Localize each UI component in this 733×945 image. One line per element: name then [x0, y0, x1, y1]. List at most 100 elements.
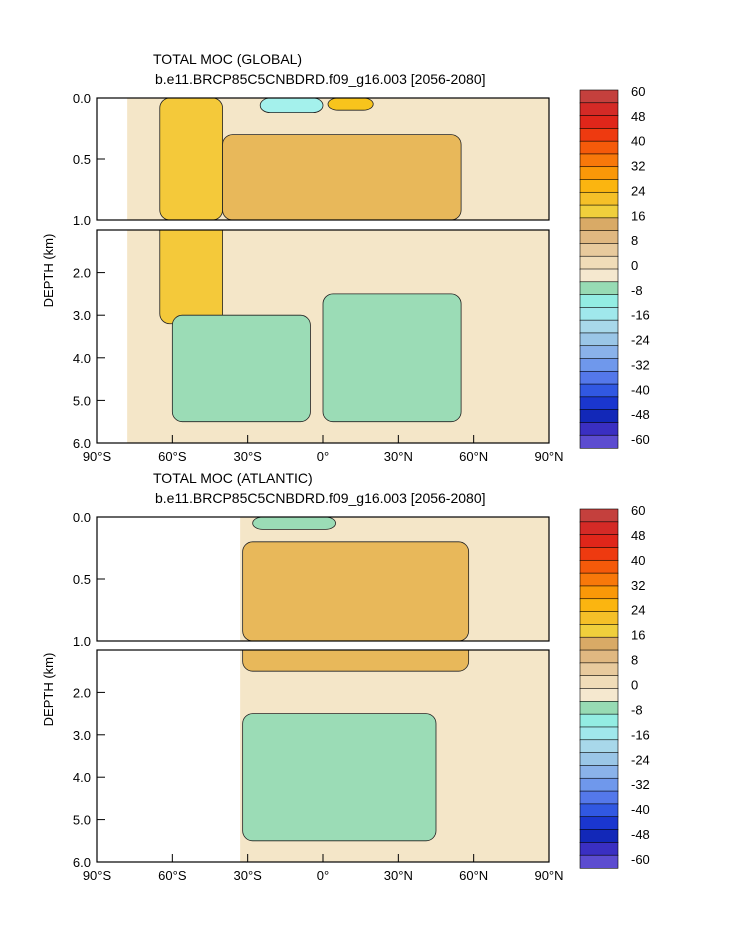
colorbar-swatch: [579, 739, 619, 754]
colorbar-swatch: [579, 409, 619, 424]
colorbar: 60 48 40 32 24 16 8 0 -8 -16 -24 -32 -40 -48 -60: [579, 84, 650, 449]
colorbar-label: 16: [631, 208, 645, 223]
colorbar-label: 16: [631, 628, 645, 643]
colorbar-swatch: [579, 842, 619, 856]
colorbar-swatch: [579, 816, 619, 831]
region-southern-cell: [159, 230, 223, 325]
colorbar-swatch: [579, 777, 619, 792]
colorbar-label: 60: [631, 84, 645, 99]
colorbar: 60 48 40 32 24 16 8 0 -8 -16 -24 -32 -40 -48 -60: [579, 503, 650, 869]
colorbar-swatch: [579, 166, 619, 181]
colorbar-swatch: [579, 422, 619, 436]
colorbar-swatch: [579, 383, 619, 398]
colorbar-swatch: [579, 268, 619, 283]
y-tick-label: 6.0: [73, 436, 91, 451]
panel-subtitle: b.e11.BRCP85C5CNBDRD.f09_g16.003 [2056-2…: [155, 71, 486, 87]
colorbar-swatch: [579, 611, 619, 625]
y-tick-label: 2.0: [73, 685, 91, 700]
colorbar-swatch: [579, 713, 619, 728]
panel-title: TOTAL MOC (GLOBAL): [153, 51, 302, 67]
colorbar-swatch: [579, 649, 619, 664]
colorbar-swatch: [579, 102, 619, 117]
colorbar-label: -24: [631, 752, 650, 767]
colorbar-swatch: [579, 675, 619, 690]
y-tick-label: 5.0: [73, 393, 91, 408]
colorbar-swatch: [579, 521, 619, 536]
colorbar-label: 0: [631, 678, 638, 693]
colorbar-swatch: [579, 204, 619, 219]
x-tick-label: 30°S: [233, 868, 262, 883]
moc-panel-0: TOTAL MOC (GLOBAL) b.e11.BRCP85C5CNBDRD.f…: [41, 51, 650, 464]
colorbar-label: 32: [631, 159, 645, 174]
colorbar-label: -24: [631, 333, 650, 348]
colorbar-swatch: [579, 217, 619, 232]
colorbar-swatch: [579, 662, 619, 677]
colorbar-swatch: [579, 854, 619, 869]
y-tick-label: 0.0: [73, 91, 91, 106]
upper-field: [240, 517, 549, 641]
colorbar-swatch: [579, 89, 619, 104]
colorbar-label: 24: [631, 183, 645, 198]
y-tick-label: 3.0: [73, 728, 91, 743]
y-tick-label: 1.0: [73, 213, 91, 228]
colorbar-label: 60: [631, 503, 645, 518]
y-tick-label: 0.0: [73, 510, 91, 525]
colorbar-swatch: [579, 585, 619, 600]
colorbar-label: -8: [631, 702, 643, 717]
panel-title: TOTAL MOC (ATLANTIC): [153, 470, 313, 486]
colorbar-swatch: [579, 115, 619, 129]
colorbar-swatch: [579, 255, 619, 270]
colorbar-label: -16: [631, 308, 650, 323]
region-surface-positive: [327, 98, 374, 111]
y-axis-label: DEPTH (km): [41, 234, 56, 308]
colorbar-swatch: [579, 598, 619, 613]
colorbar-swatch: [579, 128, 619, 142]
x-tick-label: 60°N: [459, 449, 488, 464]
x-tick-label: 30°N: [384, 449, 413, 464]
colorbar-swatch: [579, 726, 619, 741]
colorbar-swatch: [579, 688, 619, 702]
colorbar-swatch: [579, 332, 619, 347]
colorbar-swatch: [579, 534, 619, 549]
colorbar-label: 24: [631, 603, 645, 618]
colorbar-swatch: [579, 434, 619, 449]
colorbar-label: -48: [631, 827, 650, 842]
y-tick-label: 6.0: [73, 855, 91, 870]
colorbar-swatch: [579, 790, 619, 805]
colorbar-swatch: [579, 281, 619, 296]
colorbar-label: 8: [631, 233, 638, 248]
colorbar-swatch: [579, 230, 619, 245]
y-tick-label: 3.0: [73, 308, 91, 323]
region-surface-negative: [259, 98, 324, 114]
colorbar-swatch: [579, 370, 619, 385]
panel-subtitle: b.e11.BRCP85C5CNBDRD.f09_g16.003 [2056-2…: [155, 490, 486, 506]
region-deep-negative-south: [171, 314, 311, 423]
colorbar-label: 40: [631, 134, 645, 149]
moc-panel-1: TOTAL MOC (ATLANTIC) b.e11.BRCP85C5CNBDRD…: [41, 470, 650, 883]
colorbar-swatch: [579, 319, 619, 334]
x-tick-label: 30°S: [233, 449, 262, 464]
colorbar-swatch: [579, 358, 619, 372]
colorbar-swatch: [579, 559, 619, 574]
x-tick-label: 90°N: [534, 449, 563, 464]
x-tick-label: 60°S: [158, 868, 187, 883]
colorbar-swatch: [579, 624, 619, 638]
region-upper-positive: [242, 650, 470, 672]
colorbar-label: 40: [631, 553, 645, 568]
colorbar-label: -48: [631, 407, 650, 422]
colorbar-label: 8: [631, 653, 638, 668]
region-surface-negative: [252, 517, 336, 530]
colorbar-swatch: [579, 307, 619, 321]
x-tick-label: 0°: [317, 449, 329, 464]
x-tick-label: 60°N: [459, 868, 488, 883]
colorbar-swatch: [579, 547, 619, 561]
colorbar-label: -32: [631, 357, 650, 372]
region-upper-positive: [222, 134, 462, 220]
x-tick-label: 0°: [317, 868, 329, 883]
region-upper-positive: [242, 541, 470, 641]
y-tick-label: 5.0: [73, 813, 91, 828]
colorbar-swatch: [579, 829, 619, 843]
colorbar-label: 0: [631, 258, 638, 273]
y-tick-label: 0.5: [73, 572, 91, 587]
x-tick-label: 30°N: [384, 868, 413, 883]
